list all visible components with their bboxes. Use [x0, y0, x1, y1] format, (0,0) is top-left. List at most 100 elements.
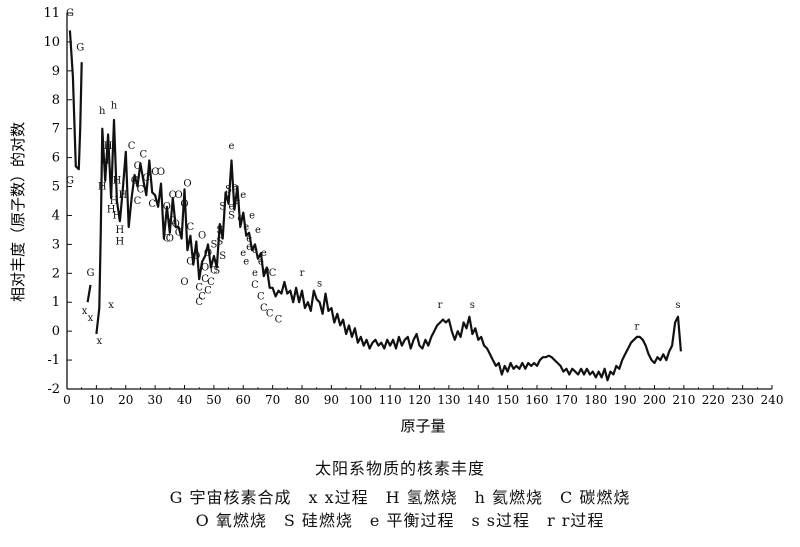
x-tick-label: 0 [63, 393, 71, 407]
y-tick-label: 5 [52, 180, 60, 195]
process-label-e: e [243, 222, 249, 233]
process-label-C: C [142, 173, 150, 184]
process-label-G: G [76, 43, 84, 54]
process-label-G: G [66, 8, 74, 19]
y-tick-label: 4 [52, 208, 60, 223]
process-label-e: e [246, 242, 252, 253]
process-label-O: O [157, 167, 165, 178]
legend-line-2: O 氧燃烧 S 硅燃烧 e 平衡过程 s s过程 r r过程 [195, 511, 605, 530]
process-label-s: s [470, 300, 475, 311]
process-label-e: e [240, 190, 246, 201]
process-label-h: h [99, 106, 106, 117]
process-label-C: C [210, 265, 218, 276]
y-tick-label: 1 [52, 295, 60, 310]
process-label-C: C [151, 167, 159, 178]
x-tick-label: 30 [147, 393, 162, 407]
process-label-e: e [243, 257, 249, 268]
process-label-e: e [237, 213, 243, 224]
process-label-O: O [192, 251, 200, 262]
process-label-O: O [198, 231, 206, 242]
x-axis-label: 原子量 [400, 417, 445, 435]
y-tick-label: 10 [43, 35, 60, 50]
process-label-h: h [111, 100, 118, 111]
process-label-G: G [66, 176, 74, 187]
x-tick-label: 240 [761, 393, 784, 407]
y-tick-label: 11 [43, 6, 60, 21]
abundance-line [95, 118, 682, 382]
x-tick-label: 10 [89, 393, 104, 407]
process-label-O: O [201, 262, 209, 273]
process-label-C: C [134, 196, 142, 207]
process-label-C: C [269, 268, 277, 279]
process-label-S: S [219, 202, 226, 213]
process-label-e: e [229, 202, 235, 213]
y-tick-label: -1 [47, 353, 60, 368]
x-tick-label: 210 [672, 393, 695, 407]
x-tick-label: 70 [265, 393, 280, 407]
process-label-x: x [108, 300, 114, 311]
process-label-H: H [101, 155, 110, 166]
x-tick-label: 200 [643, 393, 666, 407]
process-label-e: e [261, 248, 267, 259]
process-label-C: C [187, 222, 195, 233]
process-label-C: C [198, 291, 206, 302]
process-label-H: H [116, 236, 125, 247]
x-tick-label: 110 [379, 393, 402, 407]
process-label-O: O [172, 219, 180, 230]
process-label-S: S [210, 239, 217, 250]
process-label-C: C [195, 297, 203, 308]
y-tick-label: 3 [52, 237, 60, 252]
y-axis-label: 相对丰度（原子数）的对数 [9, 122, 27, 302]
process-label-C: C [251, 280, 259, 291]
process-label-C: C [201, 274, 209, 285]
x-tick-label: 220 [702, 393, 725, 407]
y-tick-label: 2 [52, 266, 60, 281]
process-label-x: x [96, 336, 102, 347]
process-label-H: H [104, 141, 113, 152]
process-label-s: s [675, 300, 680, 311]
process-label-O: O [183, 179, 191, 190]
process-label-C: C [128, 141, 136, 152]
process-label-e: e [229, 141, 235, 152]
process-label-C: C [260, 303, 268, 314]
process-label-e: e [258, 257, 264, 268]
process-label-C: C [137, 184, 145, 195]
abundance-line [86, 284, 92, 303]
x-tick-label: 130 [437, 393, 460, 407]
process-label-C: C [195, 283, 203, 294]
abundance-line [68, 30, 83, 171]
process-label-O: O [204, 248, 212, 259]
legend-line-1: G 宇宙核素合成 x x过程 H 氢燃烧 h 氦燃烧 C 碳燃烧 [169, 488, 631, 507]
x-tick-label: 140 [467, 393, 490, 407]
x-tick-label: 50 [206, 393, 221, 407]
process-label-C: C [169, 216, 177, 227]
x-tick-label: 170 [555, 393, 578, 407]
y-tick-label: 7 [52, 122, 60, 137]
y-tick-label: 6 [52, 151, 60, 166]
process-label-e: e [240, 248, 246, 259]
process-label-G: G [87, 268, 95, 279]
process-label-H: H [98, 181, 107, 192]
process-label-r: r [300, 268, 305, 279]
x-tick-label: 80 [294, 393, 309, 407]
process-label-S: S [219, 251, 226, 262]
process-label-e: e [231, 181, 237, 192]
process-label-C: C [148, 199, 156, 210]
process-label-S: S [216, 236, 223, 247]
process-label-C: C [207, 277, 215, 288]
process-label-r: r [634, 322, 639, 333]
x-tick-label: 150 [496, 393, 519, 407]
process-label-O: O [180, 199, 188, 210]
process-label-r: r [438, 300, 443, 311]
x-tick-label: 20 [118, 393, 133, 407]
process-label-C: C [275, 314, 283, 325]
process-label-C: C [204, 286, 212, 297]
x-tick-label: 160 [526, 393, 549, 407]
process-label-O: O [186, 257, 194, 268]
y-tick-label: 8 [52, 93, 60, 108]
process-label-x: x [88, 313, 94, 324]
process-label-e: e [252, 245, 258, 256]
process-label-e: e [234, 196, 240, 207]
process-label-e: e [255, 225, 261, 236]
